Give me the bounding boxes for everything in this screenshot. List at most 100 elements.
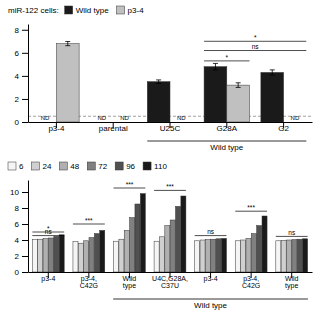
bar — [130, 218, 135, 272]
y-tick: 6 — [15, 220, 28, 229]
significance-label: ns — [207, 228, 215, 235]
legend-swatch — [117, 6, 125, 14]
x-tick-label: Wildtype — [285, 275, 299, 290]
legend-label: Wild type — [76, 6, 109, 15]
error-bar — [156, 80, 161, 83]
legend-swatch — [31, 162, 39, 170]
legend-item: 6 — [8, 162, 24, 171]
group-underline — [147, 141, 306, 142]
y-tick-mark — [22, 122, 28, 123]
bar-note: ND — [177, 115, 186, 121]
legend-item: Wild type — [65, 6, 109, 15]
y-tick-label: 8 — [15, 26, 20, 35]
x-tick-label: G2 — [278, 124, 289, 133]
x-tick-label-line: Wild — [285, 275, 299, 282]
bar-note: ND — [291, 115, 300, 121]
y-tick-mark — [22, 208, 28, 209]
bar — [261, 72, 284, 122]
legend-item: 72 — [87, 162, 107, 171]
x-tick-label-line: parental — [99, 124, 128, 133]
significance-label: ns — [252, 43, 260, 50]
y-tick-label: 0 — [15, 118, 20, 127]
bar — [204, 67, 227, 122]
y-axis: 02468 — [15, 25, 29, 128]
legend-swatch — [8, 162, 16, 170]
x-tick-label: U25C — [160, 124, 181, 133]
bar — [246, 238, 251, 272]
significance-label: ns — [288, 229, 296, 236]
bar-series — [48, 218, 296, 272]
x-tick-label-line: U25C — [160, 124, 181, 133]
bar — [251, 234, 256, 272]
error-bar — [270, 70, 275, 75]
legend-label: 96 — [126, 162, 135, 171]
legend-item: p3-4 — [117, 6, 145, 15]
bar — [287, 240, 292, 272]
bar — [114, 241, 119, 272]
x-tick-label: U4C,G28A,C37U — [152, 275, 188, 289]
y-tick-label: 2 — [15, 95, 20, 104]
legend: miR-122 cells:Wild typep3-4 — [8, 6, 144, 15]
bar — [176, 206, 181, 272]
x-tick-label-line: C37U — [161, 282, 179, 289]
bar — [221, 238, 226, 272]
y-axis: 0246810 — [10, 181, 28, 278]
x-tick-label-line: p3-4 — [41, 275, 55, 283]
legend-label: 48 — [70, 162, 79, 171]
legend-swatch — [115, 162, 123, 170]
y-tick-label: 0 — [15, 268, 20, 277]
bar-series — [59, 194, 307, 272]
chart-svg: 02468p3-4parentalU25CG28AG2NDNDNDNDND*ns… — [0, 0, 320, 320]
bar — [257, 226, 262, 272]
y-tick-label: 10 — [10, 188, 19, 197]
y-tick-mark — [22, 192, 28, 193]
bar — [200, 240, 205, 272]
x-tick-label-line: U4C,G28A, — [152, 275, 188, 282]
x-tick-label-line: Wild — [123, 275, 137, 282]
y-tick: 8 — [15, 26, 28, 35]
significance-label: ns — [45, 228, 53, 235]
y-tick-mark — [22, 224, 28, 225]
bar — [181, 196, 186, 272]
legend-swatch — [87, 162, 95, 170]
bar — [94, 234, 99, 272]
bar — [73, 242, 78, 272]
bar — [165, 226, 170, 272]
y-tick: 0 — [15, 118, 28, 127]
error-bar — [65, 42, 70, 46]
significance-label: *** — [85, 217, 93, 224]
x-tick: U4C,G28A,C37U — [152, 272, 188, 289]
bar — [154, 241, 159, 272]
y-tick-label: 4 — [15, 72, 20, 81]
bar-series — [147, 63, 283, 122]
y-axis-line — [28, 25, 29, 123]
x-tick-label: p3-4,C42G — [80, 275, 98, 289]
x-tick: parental — [99, 122, 128, 133]
x-tick: p3-4 — [204, 272, 218, 283]
bar — [303, 239, 308, 272]
bar — [140, 194, 145, 272]
y-tick-mark — [22, 99, 28, 100]
y-tick: 2 — [15, 95, 28, 104]
plot-area — [28, 42, 312, 122]
y-tick-label: 8 — [15, 204, 20, 213]
bar — [54, 236, 59, 272]
y-tick-label: 6 — [15, 220, 20, 229]
bar — [59, 235, 64, 272]
y-tick-label: 2 — [15, 252, 20, 261]
x-tick-label: G28A — [217, 124, 238, 133]
significance-label: * — [226, 54, 229, 61]
x-tick-label: p3-4 — [41, 275, 55, 283]
x-tick: G28A — [217, 122, 238, 133]
significance-label: * — [254, 34, 257, 41]
legend-swatch — [59, 162, 67, 170]
x-tick-label-line: C42G — [80, 282, 98, 289]
y-tick-mark — [22, 30, 28, 31]
x-tick-label-line: p3-4 — [204, 275, 218, 283]
bar — [89, 238, 94, 272]
error-bar — [236, 83, 241, 88]
bar — [100, 230, 105, 272]
panel: 02468p3-4parentalU25CG28AG2NDNDNDNDND*ns… — [8, 6, 313, 152]
significance-label: *** — [126, 181, 134, 188]
group-label: Wild type — [194, 301, 227, 310]
